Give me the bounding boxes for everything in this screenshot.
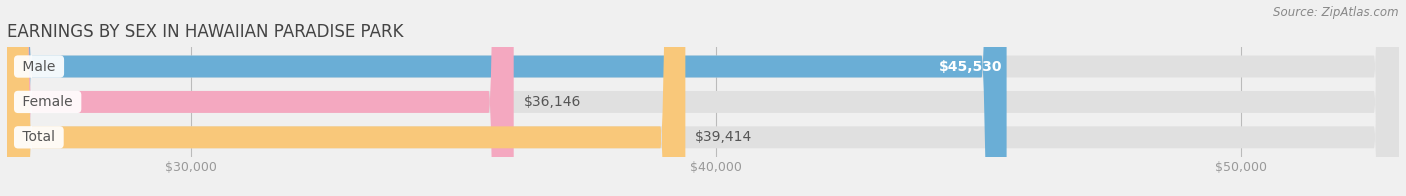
FancyBboxPatch shape: [7, 0, 513, 196]
Text: Source: ZipAtlas.com: Source: ZipAtlas.com: [1274, 6, 1399, 19]
FancyBboxPatch shape: [7, 0, 1399, 196]
FancyBboxPatch shape: [7, 0, 1399, 196]
Text: $36,146: $36,146: [523, 95, 581, 109]
FancyBboxPatch shape: [7, 0, 1399, 196]
Text: $39,414: $39,414: [695, 130, 752, 144]
Text: Male: Male: [18, 60, 60, 74]
Text: $45,530: $45,530: [939, 60, 1002, 74]
Text: Female: Female: [18, 95, 77, 109]
Text: EARNINGS BY SEX IN HAWAIIAN PARADISE PARK: EARNINGS BY SEX IN HAWAIIAN PARADISE PAR…: [7, 23, 404, 41]
FancyBboxPatch shape: [7, 0, 685, 196]
Text: Total: Total: [18, 130, 59, 144]
FancyBboxPatch shape: [7, 0, 1007, 196]
